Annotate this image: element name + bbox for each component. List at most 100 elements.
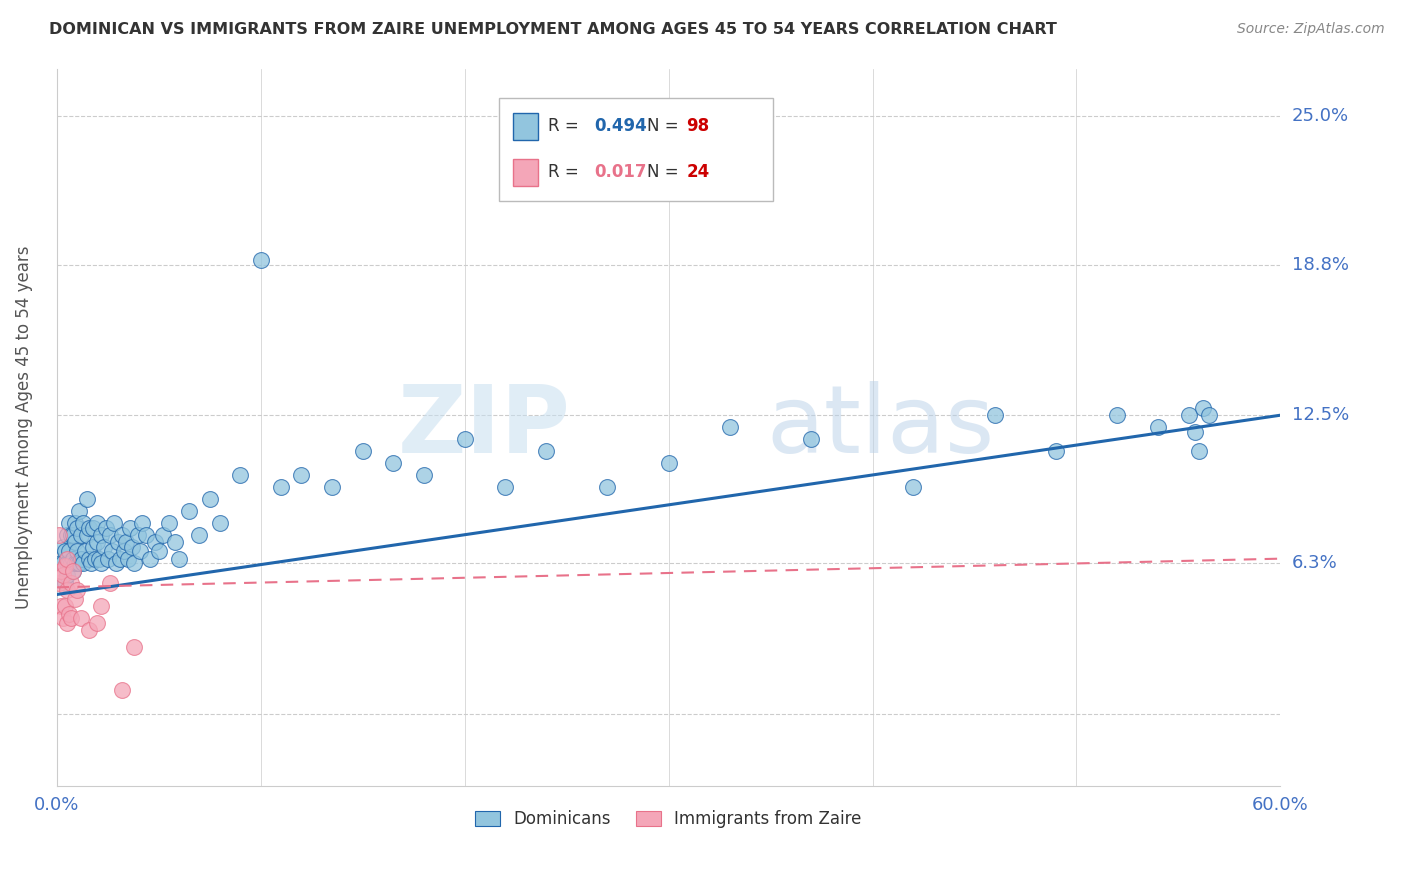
Point [63,516,86,530]
Point [53,599,76,614]
Point [80,557,103,571]
Point [56,551,79,566]
Point [152,527,174,541]
Point [56,557,79,571]
Point [1177,408,1199,422]
Point [62,564,84,578]
Point [53,544,76,558]
Point [52,568,75,582]
Point [48,575,70,590]
Point [111,683,134,698]
Point [49,599,72,614]
Point [82,520,104,534]
Point [76,527,98,541]
Point [131,516,153,530]
Point [148,544,170,558]
Point [84,551,107,566]
Point [596,480,619,494]
Point [453,432,475,446]
Point [63,592,86,607]
Point [58,516,80,530]
Point [122,557,145,571]
Point [66,557,89,571]
Point [188,527,211,541]
Point [90,557,112,571]
Point [103,516,125,530]
Point [70,611,93,625]
Point [70,551,93,566]
Point [1107,408,1129,422]
Point [111,527,134,541]
Text: 0.494: 0.494 [595,117,648,136]
Point [49,557,72,571]
Point [52,557,75,571]
Text: 18.8%: 18.8% [1292,256,1348,274]
Point [179,504,201,518]
Text: DOMINICAN VS IMMIGRANTS FROM ZAIRE UNEMPLOYMENT AMONG AGES 45 TO 54 YEARS CORREL: DOMINICAN VS IMMIGRANTS FROM ZAIRE UNEMP… [49,22,1057,37]
Point [86,516,108,530]
Point [62,564,84,578]
Point [97,551,120,566]
Point [129,544,152,558]
Point [104,557,127,571]
Text: 12.5%: 12.5% [1292,406,1348,425]
Point [58,544,80,558]
Point [62,551,84,566]
Point [89,551,111,566]
Point [76,491,98,506]
Point [53,558,76,573]
Point [66,520,89,534]
Point [657,456,679,470]
Text: Source: ZipAtlas.com: Source: ZipAtlas.com [1237,22,1385,37]
Point [534,444,557,458]
Text: R =: R = [548,163,585,181]
Y-axis label: Unemployment Among Ages 45 to 54 years: Unemployment Among Ages 45 to 54 years [15,245,32,609]
Point [903,480,925,494]
Point [77,624,100,638]
Point [143,535,166,549]
Point [1147,420,1170,434]
Point [66,582,89,597]
Point [139,551,162,566]
Point [59,575,82,590]
Point [62,527,84,541]
Point [59,557,82,571]
Text: 24: 24 [686,163,710,181]
Point [67,504,90,518]
Point [77,520,100,534]
Legend: Dominicans, Immigrants from Zaire: Dominicans, Immigrants from Zaire [468,804,869,835]
Point [63,535,86,549]
Point [98,527,121,541]
Point [58,557,80,571]
Point [198,491,221,506]
Point [1188,444,1211,458]
Point [58,607,80,621]
Point [72,516,94,530]
Text: 98: 98 [686,117,709,136]
Point [229,467,252,482]
Text: atlas: atlas [766,381,994,473]
Point [800,432,823,446]
Point [94,520,117,534]
Point [56,616,79,631]
Point [56,582,79,597]
Point [70,527,93,541]
Point [63,557,86,571]
Point [107,535,129,549]
Point [118,520,141,534]
Point [718,420,741,434]
Point [59,611,82,625]
Point [90,527,112,541]
Point [53,575,76,590]
Point [112,544,135,558]
Point [249,252,271,267]
Text: N =: N = [647,163,683,181]
Point [59,527,82,541]
Point [208,516,231,530]
Point [494,480,516,494]
Point [56,568,79,582]
Point [1045,444,1067,458]
Point [270,480,292,494]
Point [56,527,79,541]
Point [157,516,180,530]
